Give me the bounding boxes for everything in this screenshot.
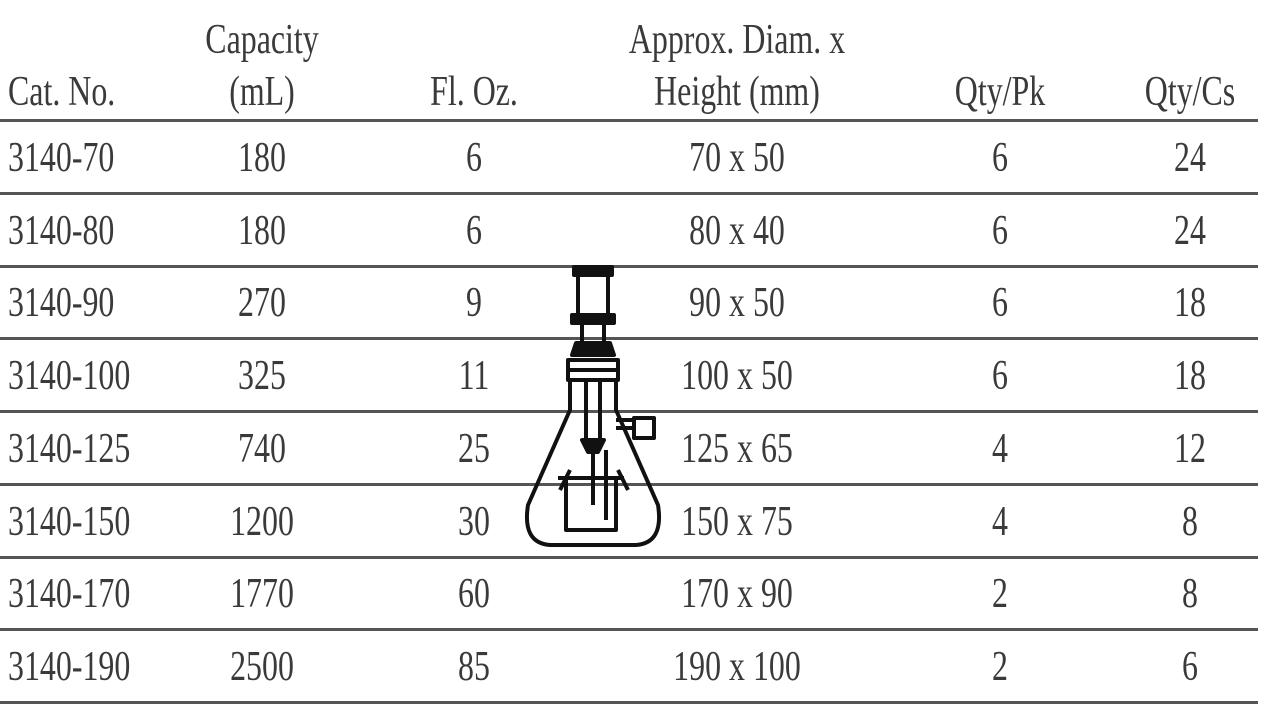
row-rule [0, 337, 1258, 341]
table-cell: 30 [458, 498, 490, 545]
table-cell: 6 [992, 353, 1008, 400]
header-cell: Approx. Diam. x [628, 17, 846, 63]
table-cell: 1770 [230, 571, 294, 618]
header-cell: Height (mm) [654, 69, 820, 115]
header-rule [0, 119, 1258, 122]
table-cell: 2 [992, 643, 1008, 690]
row-rule [0, 555, 1258, 559]
table-cell: 60 [458, 571, 490, 618]
table-cell: 18 [1174, 280, 1206, 327]
table-cell: 70 x 50 [689, 135, 785, 181]
table-cell: 8 [1182, 571, 1198, 618]
table-cell: 90 x 50 [689, 280, 785, 327]
table-cell: 6 [992, 280, 1008, 327]
table-cell: 3140-190 [8, 643, 131, 690]
table-cell: 2 [992, 571, 1008, 618]
table-cell: 9 [466, 280, 482, 327]
table-cell: 325 [238, 353, 286, 400]
header-cell: Capacity [205, 17, 319, 63]
table-cell: 4 [992, 498, 1008, 545]
table-cell: 3140-150 [8, 498, 131, 545]
table-cell: 6 [466, 135, 482, 181]
table-cell: 100 x 50 [681, 353, 793, 400]
table-cell: 6 [1182, 643, 1198, 690]
table-cell: 3140-100 [8, 353, 131, 400]
row-rule [0, 700, 1258, 704]
table-cell: 190 x 100 [673, 643, 801, 690]
row-rule [0, 482, 1258, 486]
table-cell: 24 [1174, 135, 1206, 181]
row-rule [0, 628, 1258, 632]
header-cell: (mL) [229, 69, 295, 115]
table-cell: 740 [238, 425, 286, 472]
table-cell: 6 [466, 207, 482, 254]
table-cell: 85 [458, 643, 490, 690]
row-rule [0, 192, 1258, 195]
table-cell: 170 x 90 [681, 571, 793, 618]
table-cell: 4 [992, 425, 1008, 472]
table-cell: 6 [992, 207, 1008, 254]
table-cell: 25 [458, 425, 490, 472]
table-cell: 1200 [230, 498, 294, 545]
table-cell: 12 [1174, 425, 1206, 472]
header-cell: Qty/Cs [1144, 69, 1236, 115]
table-cell: 18 [1174, 353, 1206, 400]
table-cell: 11 [458, 353, 490, 400]
table-cell: 6 [992, 135, 1008, 181]
header-cell: Fl. Oz. [430, 69, 518, 115]
table-cell: 125 x 65 [681, 425, 793, 472]
table-cell: 2500 [230, 643, 294, 690]
row-rule [0, 264, 1258, 268]
table-cell: 270 [238, 280, 286, 327]
header-cell: Cat. No. [8, 69, 116, 115]
table-cell: 3140-90 [8, 280, 115, 327]
table-cell: 24 [1174, 207, 1206, 254]
table-cell: 8 [1182, 498, 1198, 545]
row-rule [0, 410, 1258, 414]
table-cell: 3140-125 [8, 425, 131, 472]
table-cell: 3140-170 [8, 571, 131, 618]
table-cell: 180 [238, 135, 286, 181]
table-cell: 180 [238, 207, 286, 254]
header-cell: Qty/Pk [954, 69, 1046, 115]
table-cell: 80 x 40 [689, 207, 785, 254]
table-cell: 3140-70 [8, 135, 115, 181]
table-cell: 150 x 75 [681, 498, 793, 545]
table-cell: 3140-80 [8, 207, 115, 254]
